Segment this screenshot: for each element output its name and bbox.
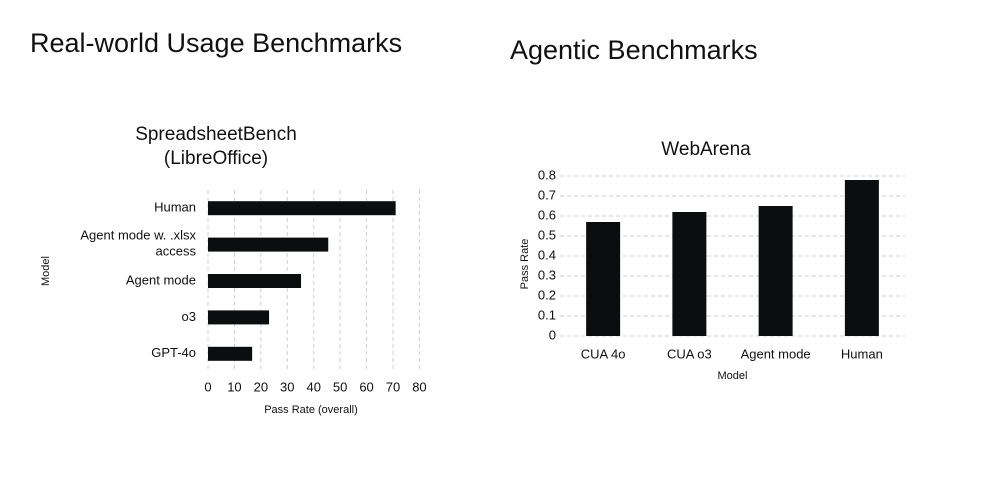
y-tick-label: 0.5 — [538, 227, 556, 242]
section-heading: Agentic Benchmarks — [510, 35, 758, 65]
y-tick-label: Agent mode w. .xlsx access — [80, 228, 196, 259]
y-tick-label: Agent mode — [126, 272, 196, 287]
y-tick-label: 0.4 — [538, 247, 556, 262]
bar — [208, 274, 302, 288]
x-axis-label: Model — [718, 370, 748, 382]
x-tick-label: CUA 4o — [581, 346, 626, 361]
y-tick-label: 0.1 — [538, 307, 556, 322]
y-tick-label: 0.2 — [538, 287, 556, 302]
x-tick-label: 70 — [386, 379, 400, 394]
x-tick-label: 0 — [204, 379, 211, 394]
x-tick-label: CUA o3 — [667, 346, 712, 361]
bar — [586, 222, 621, 336]
bar — [208, 237, 329, 252]
x-tick-label: 80 — [412, 379, 426, 394]
x-tick-label: 10 — [227, 379, 241, 394]
chart-title: SpreadsheetBench — [135, 124, 297, 145]
x-tick-label: 20 — [254, 379, 268, 394]
bar — [672, 212, 707, 336]
y-tick-label: 0.8 — [538, 167, 556, 182]
y-tick-label: Human — [154, 200, 196, 215]
y-tick-label: 0 — [549, 327, 556, 342]
chart-subtitle: (LibreOffice) — [164, 148, 268, 169]
bar — [208, 346, 253, 361]
y-tick-label: GPT-4o — [151, 345, 196, 360]
chart-title: WebArena — [661, 139, 751, 160]
x-tick-label: 60 — [359, 379, 373, 394]
section-heading: Real-world Usage Benchmarks — [30, 28, 402, 58]
x-tick-label: Agent mode — [741, 346, 811, 361]
y-tick-label: 0.3 — [538, 267, 556, 282]
x-axis-label: Pass Rate (overall) — [264, 404, 358, 416]
x-tick-label: 50 — [333, 379, 347, 394]
x-tick-label: Human — [841, 346, 883, 361]
bar — [208, 310, 270, 325]
x-tick-label: 30 — [280, 379, 294, 394]
bar — [758, 206, 793, 336]
y-axis-label: Model — [40, 256, 52, 286]
y-axis-label: Pass Rate — [519, 239, 531, 290]
bar — [208, 201, 396, 216]
bar — [844, 180, 879, 336]
y-tick-label: 0.6 — [538, 207, 556, 222]
x-tick-label: 40 — [306, 379, 320, 394]
y-tick-label: o3 — [182, 309, 196, 324]
y-tick-label: 0.7 — [538, 187, 556, 202]
